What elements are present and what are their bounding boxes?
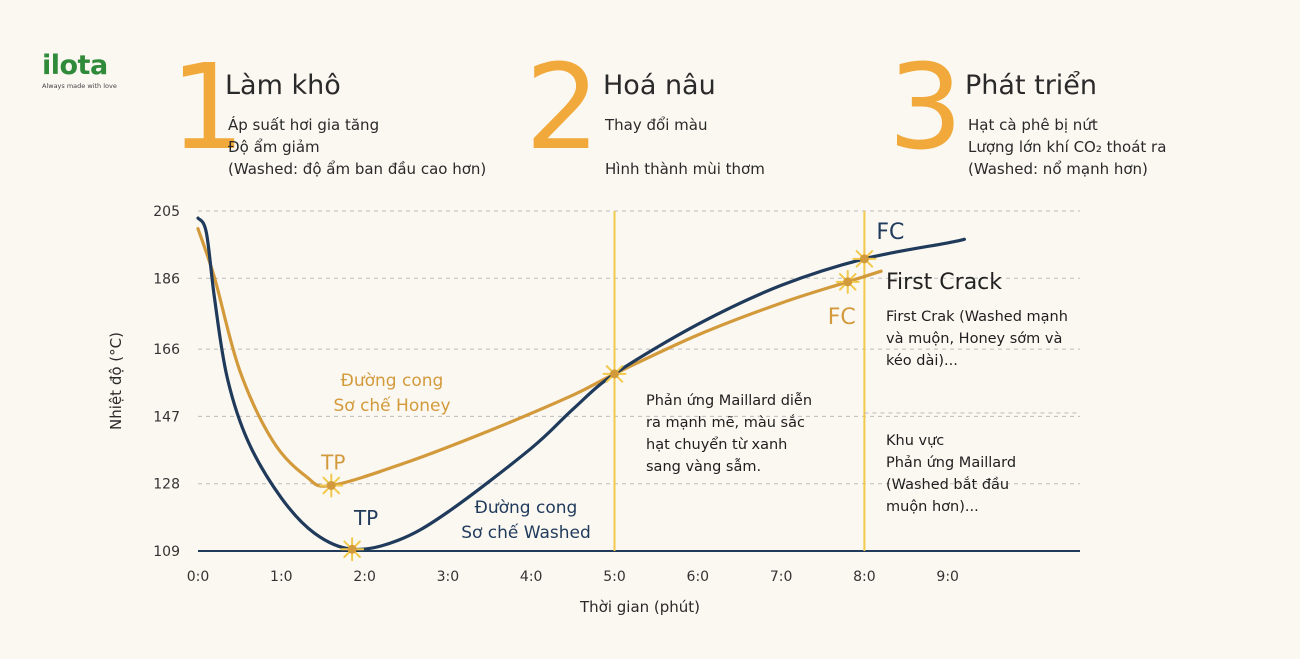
y-tick-label: 186 (153, 271, 180, 287)
maillard-note: Phản ứng Maillard diễn ra mạnh mẽ, màu s… (646, 390, 812, 478)
x-tick-label: 3:0 (437, 569, 460, 585)
tp-marker-honey (319, 473, 344, 498)
fc-label-honey: FC (828, 305, 856, 330)
stage-number: 1 (170, 38, 246, 176)
x-tick-label: 1:0 (270, 569, 293, 585)
y-tick-label: 109 (153, 544, 180, 560)
brand-logo: ilota Always made with love (42, 50, 117, 91)
tp-label-honey: TP (320, 450, 345, 474)
note-line: muộn hơn)... (886, 499, 979, 515)
y-tick-label: 205 (153, 204, 180, 220)
note-line: (Washed bắt đầu (886, 477, 1010, 493)
stage-number: 3 (888, 38, 964, 176)
stage-line: Độ ẩm giảm (228, 138, 320, 156)
stage-description: Thay đổi màu Hình thành mùi thơm (605, 114, 765, 180)
x-axis-title: Thời gian (phút) (579, 598, 700, 616)
x-tick-label: 0:0 (187, 569, 210, 585)
tp-label-washed: TP (353, 506, 378, 530)
tp-marker-washed (340, 537, 365, 562)
stage-line: Lượng lớn khí CO₂ thoát ra (968, 138, 1167, 156)
note-line: Phản ứng Maillard diễn (646, 393, 813, 409)
note-line: Khu vực (886, 433, 945, 449)
note-line: và muộn, Honey sớm và (886, 331, 1063, 347)
x-tick-label: 6:0 (687, 569, 710, 585)
x-tick-label: 8:0 (853, 569, 876, 585)
x-tick-label: 2:0 (353, 569, 376, 585)
fc-marker-washed (852, 246, 877, 271)
note-line: First Crak (Washed mạnh (886, 309, 1068, 325)
x-tick-label: 4:0 (520, 569, 543, 585)
stage-title: Hoá nâu (603, 70, 716, 101)
stage-number: 2 (525, 38, 601, 176)
washed-curve (196, 216, 966, 552)
washed-series-label-line2: Sơ chế Washed (461, 522, 591, 543)
x-tick-label: 9:0 (936, 569, 959, 585)
y-tick-label: 166 (153, 342, 180, 358)
convergence-marker (602, 361, 627, 386)
note-line: kéo dài)... (886, 353, 958, 369)
honey-series-label-line1: Đường cong (341, 371, 444, 391)
stage-description: Hạt cà phê bị nứt Lượng lớn khí CO₂ thoá… (968, 114, 1166, 180)
y-tick-label: 147 (153, 409, 180, 425)
x-tick-label: 7:0 (770, 569, 793, 585)
stage-line: Thay đổi màu (605, 116, 708, 134)
honey-series-label-line2: Sơ chế Honey (333, 395, 450, 416)
first-crack-title: First Crack (886, 270, 1002, 295)
stage-line: (Washed: độ ẩm ban đầu cao hơn) (228, 160, 487, 178)
note-line: ra mạnh mẽ, màu sắc (646, 415, 805, 431)
x-tick-label: 5:0 (603, 569, 626, 585)
note-line: hạt chuyển từ xanh (646, 437, 788, 453)
stage-title: Làm khô (225, 70, 341, 101)
y-axis-title: Nhiệt độ (°C) (107, 332, 125, 430)
stage-line: Hình thành mùi thơm (605, 160, 765, 178)
y-tick-label: 128 (153, 477, 180, 493)
stage-title: Phát triển (965, 70, 1098, 101)
maillard-zone-note: Khu vực Phản ứng Maillard (Washed bắt đầ… (886, 430, 1016, 518)
honey-curve (196, 227, 883, 488)
note-line: sang vàng sẫm. (646, 459, 762, 475)
washed-series-label-line1: Đường cong (475, 498, 578, 518)
note-line: Phản ứng Maillard (886, 455, 1017, 471)
logo-tagline: Always made with love (42, 82, 117, 90)
fc-label-washed: FC (876, 220, 904, 245)
first-crack-note: First Crak (Washed mạnh và muộn, Honey s… (886, 306, 1068, 372)
stage-line: Hạt cà phê bị nứt (968, 116, 1098, 134)
stage-line: (Washed: nổ mạnh hơn) (968, 160, 1148, 178)
logo-wordmark: ilota (42, 50, 108, 81)
stage-description: Áp suất hơi gia tăng Độ ẩm giảm (Washed:… (228, 114, 486, 180)
fc-marker-honey (835, 269, 860, 294)
stage-line: Áp suất hơi gia tăng (228, 116, 380, 134)
